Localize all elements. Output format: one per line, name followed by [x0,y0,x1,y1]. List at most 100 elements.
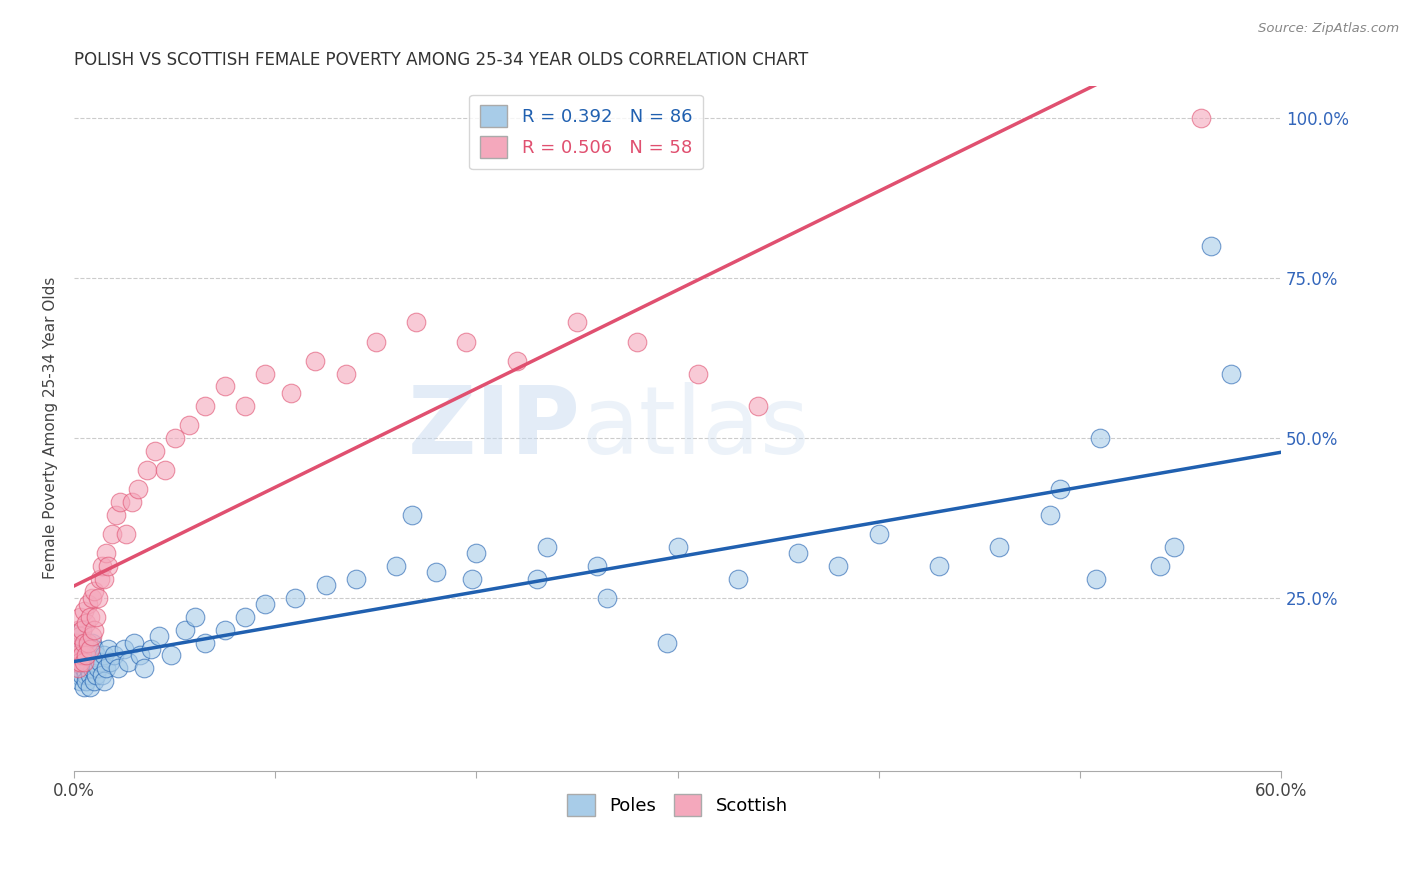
Point [79,642,101,657]
Point [73,681,96,695]
Point [173,623,195,637]
Point [747,399,769,413]
Point [65,655,87,669]
Point [364,334,387,349]
Point [1084,572,1107,586]
Point [425,565,447,579]
Point [89,655,111,669]
Text: atlas: atlas [581,382,810,475]
Point [67,655,90,669]
Point [96,661,118,675]
Point [1039,508,1062,522]
Text: ZIP: ZIP [408,382,581,475]
Point [82,591,104,605]
Point [626,334,648,349]
Point [280,385,302,400]
Point [461,572,484,586]
Point [586,558,609,573]
Point [73,635,96,649]
Point [233,610,256,624]
Point [89,572,111,586]
Point [69,655,91,669]
Point [91,558,114,573]
Point [103,648,125,663]
Point [194,399,217,413]
Point [1219,367,1241,381]
Point [124,635,146,649]
Text: POLISH VS SCOTTISH FEMALE POVERTY AMONG 25-34 YEAR OLDS CORRELATION CHART: POLISH VS SCOTTISH FEMALE POVERTY AMONG … [75,51,808,69]
Point [69,661,91,675]
Point [73,604,96,618]
Point [83,584,105,599]
Point [83,642,105,657]
Point [565,315,588,329]
Point [82,635,104,649]
Point [159,648,181,663]
Point [67,667,90,681]
Point [91,667,114,681]
Y-axis label: Female Poverty Among 25-34 Year Olds: Female Poverty Among 25-34 Year Olds [44,277,58,579]
Point [727,572,749,586]
Point [127,482,149,496]
Point [67,642,90,657]
Point [254,367,277,381]
Point [184,610,207,624]
Point [73,635,96,649]
Point [868,526,890,541]
Point [98,655,121,669]
Point [69,674,91,689]
Point [67,648,90,663]
Point [77,635,100,649]
Point [666,540,689,554]
Point [70,623,93,637]
Point [93,648,115,663]
Point [928,558,950,573]
Point [153,463,176,477]
Point [77,661,100,675]
Point [79,610,101,624]
Point [75,648,97,663]
Point [93,674,115,689]
Point [827,558,849,573]
Point [93,572,115,586]
Point [1149,558,1171,573]
Point [69,610,91,624]
Point [1049,482,1071,496]
Point [73,655,96,669]
Point [75,616,97,631]
Point [73,655,96,669]
Point [194,635,217,649]
Point [79,648,101,663]
Point [1163,540,1185,554]
Point [148,629,170,643]
Point [67,629,90,643]
Point [65,642,87,657]
Point [115,526,138,541]
Point [79,667,101,681]
Point [1199,238,1222,252]
Point [254,597,277,611]
Point [134,661,156,675]
Point [121,494,143,508]
Point [686,367,709,381]
Point [75,667,97,681]
Point [84,610,107,624]
Point [385,558,408,573]
Point [87,661,110,675]
Point [214,379,236,393]
Point [163,431,186,445]
Point [112,642,135,657]
Point [70,648,93,663]
Point [70,648,93,663]
Point [87,591,110,605]
Point [284,591,307,605]
Point [84,648,107,663]
Point [73,661,96,675]
Point [84,667,107,681]
Point [65,648,87,663]
Point [105,508,128,522]
Point [96,546,118,560]
Point [83,655,105,669]
Point [405,315,427,329]
Point [97,558,120,573]
